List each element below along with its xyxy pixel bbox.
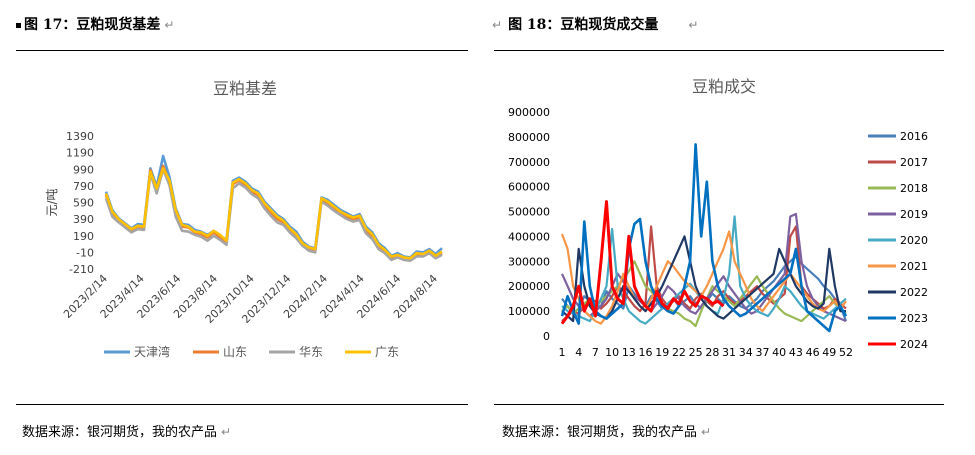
left-chart: 豆粕基差13901190990790590390190-10-210元/吨202…	[45, 79, 443, 359]
y-tick-label: 0	[543, 330, 550, 343]
right-top-rule	[494, 50, 944, 51]
legend-label-2022: 2022	[900, 286, 928, 299]
right-figure-title-text: 图 18：豆粕现货成交量	[508, 17, 659, 33]
y-axis-label: 元/吨	[45, 188, 59, 216]
y-tick-label: 190	[73, 230, 94, 243]
legend-label-2018: 2018	[900, 182, 928, 195]
x-tick-label: 34	[739, 346, 753, 359]
x-tick-label: 1	[559, 346, 566, 359]
series-line-2023	[560, 143, 848, 333]
legend-label-天津湾: 天津湾	[134, 344, 170, 359]
y-tick-label: 590	[73, 197, 94, 210]
x-tick-label: 10	[605, 346, 619, 359]
series-line-2021	[560, 230, 847, 325]
right-figure-title: ↵ 图 18：豆粕现货成交量 ↵	[492, 14, 698, 34]
y-tick-label: -10	[76, 246, 94, 259]
return-mark-icon: ↵	[221, 425, 232, 439]
y-tick-label: -210	[69, 263, 94, 276]
y-tick-label: 1390	[66, 130, 94, 143]
legend-label-广东: 广东	[375, 345, 399, 359]
x-tick-label: 52	[839, 346, 853, 359]
legend-label-2024: 2024	[900, 338, 928, 351]
left-bottom-rule	[16, 404, 468, 405]
chart-title: 豆粕基差	[213, 79, 277, 98]
return-mark-icon: ↵	[688, 18, 699, 32]
y-tick-label: 990	[73, 163, 94, 176]
left-source-text: 数据来源：银河期货，我的农产品	[22, 425, 218, 440]
series-line-天津湾	[104, 154, 443, 259]
x-tick-label: 19	[655, 346, 669, 359]
x-tick-label: 43	[789, 346, 803, 359]
x-tick-label: 31	[722, 346, 736, 359]
x-tick-label: 4	[575, 346, 582, 359]
legend-label-2021: 2021	[900, 260, 928, 273]
legend-label-2017: 2017	[900, 156, 928, 169]
y-tick-label: 900000	[508, 106, 550, 119]
x-tick-label: 22	[672, 346, 686, 359]
right-bottom-rule	[494, 404, 944, 405]
y-tick-label: 300000	[508, 255, 550, 268]
y-tick-label: 400000	[508, 230, 550, 243]
x-tick-label: 37	[755, 346, 769, 359]
return-mark-icon: ↵	[164, 18, 175, 32]
series-line-广东	[104, 167, 443, 260]
y-tick-label: 390	[73, 213, 94, 226]
y-tick-label: 700000	[508, 156, 550, 169]
y-tick-label: 500000	[508, 206, 550, 219]
y-tick-label: 200000	[508, 280, 550, 293]
series-line-2024	[560, 200, 725, 325]
x-tick-label: 16	[639, 346, 653, 359]
legend-label-华东: 华东	[299, 345, 323, 359]
legend-label-山东: 山东	[223, 345, 247, 359]
x-tick-label: 7	[592, 346, 599, 359]
x-tick-label: 28	[705, 346, 719, 359]
left-top-rule	[16, 50, 468, 51]
left-source: 数据来源：银河期货，我的农产品 ↵	[22, 421, 231, 440]
legend-label-2023: 2023	[900, 312, 928, 325]
x-tick-label: 40	[772, 346, 786, 359]
legend-label-2016: 2016	[900, 130, 928, 143]
chart-title: 豆粕成交	[692, 77, 756, 96]
return-mark-icon: ↵	[701, 425, 712, 439]
left-figure-title: 图 17：豆粕现货基差 ↵	[16, 14, 174, 34]
right-chart: 豆粕成交 900000 800000 700000 600000 500000 400000…	[508, 77, 928, 359]
x-tick-label: 49	[822, 346, 836, 359]
y-tick-label: 790	[73, 180, 94, 193]
right-source: 数据来源：银河期货，我的农产品 ↵	[502, 421, 711, 440]
x-tick-label: 46	[806, 346, 820, 359]
right-source-text: 数据来源：银河期货，我的农产品	[502, 425, 698, 440]
legend-label-2020: 2020	[900, 234, 928, 247]
y-tick-label: 600000	[508, 181, 550, 194]
y-tick-label: 1190	[66, 147, 94, 160]
y-tick-label: 800000	[508, 131, 550, 144]
legend-label-2019: 2019	[900, 208, 928, 221]
x-tick-label: 13	[622, 346, 636, 359]
x-tick-label: 25	[689, 346, 703, 359]
return-mark-icon: ↵	[492, 18, 503, 32]
bullet-square-icon	[16, 22, 21, 28]
y-tick-label: 100000	[508, 305, 550, 318]
left-figure-title-text: 图 17：豆粕现货基差	[24, 17, 161, 33]
